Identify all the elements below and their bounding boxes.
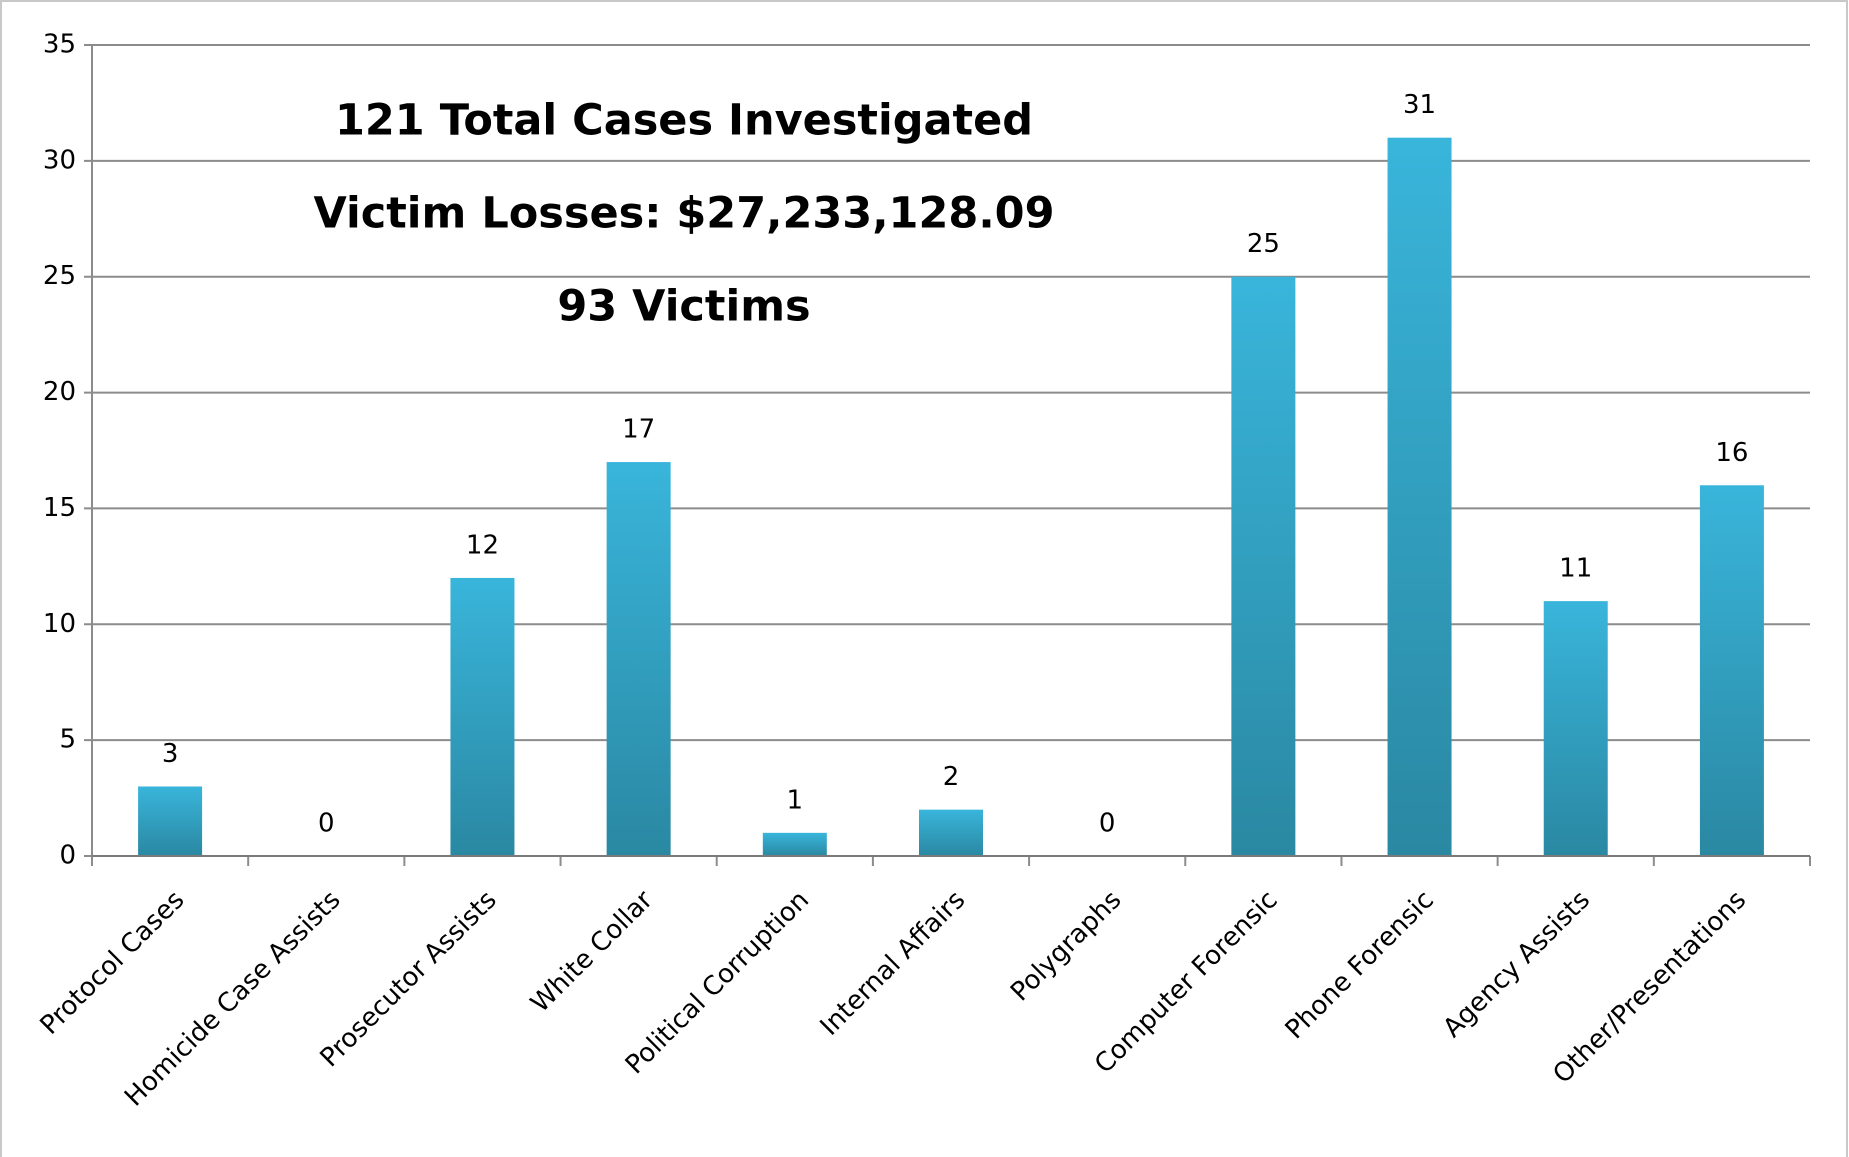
bar [1387,137,1452,856]
x-tick-label: Phone Forensic [1280,885,1440,1045]
y-tick-label: 20 [43,377,76,407]
x-tick-label: Internal Affairs [815,885,972,1042]
y-tick-label: 25 [43,261,76,291]
y-tick-label: 30 [43,145,76,175]
y-tick-label: 15 [43,493,76,523]
data-label: 17 [622,415,655,445]
data-label: 0 [1099,809,1116,839]
x-tick-label: Agency Assists [1438,885,1596,1043]
data-label: 31 [1403,90,1436,120]
bar [762,832,827,856]
data-label: 25 [1247,229,1280,259]
x-tick-label: Prosecutor Assists [315,885,503,1073]
x-tick-label: White Collar [525,885,659,1019]
bar [450,577,515,856]
bar [606,462,671,856]
y-tick-label: 5 [59,725,76,755]
bar [919,809,983,856]
bar [1699,485,1764,856]
x-tick-label: Polygraphs [1005,885,1127,1007]
annotation: Victim Losses: $27,233,128.09 [314,189,1055,239]
y-tick-label: 10 [43,609,76,639]
bar [138,786,203,856]
annotation: 93 Victims [557,282,810,332]
data-label: 12 [466,530,499,560]
data-label: 0 [318,809,335,839]
x-tick-label: Protocol Cases [35,885,191,1041]
data-label: 1 [787,785,804,815]
y-tick-label: 0 [59,841,76,871]
data-label: 2 [943,762,960,792]
y-tick-label: 35 [43,30,76,60]
data-label: 3 [162,739,179,769]
bar [1231,276,1296,856]
data-label: 16 [1715,438,1748,468]
bar [1543,601,1608,856]
data-label: 11 [1559,554,1592,584]
annotation: 121 Total Cases Investigated [335,96,1033,146]
